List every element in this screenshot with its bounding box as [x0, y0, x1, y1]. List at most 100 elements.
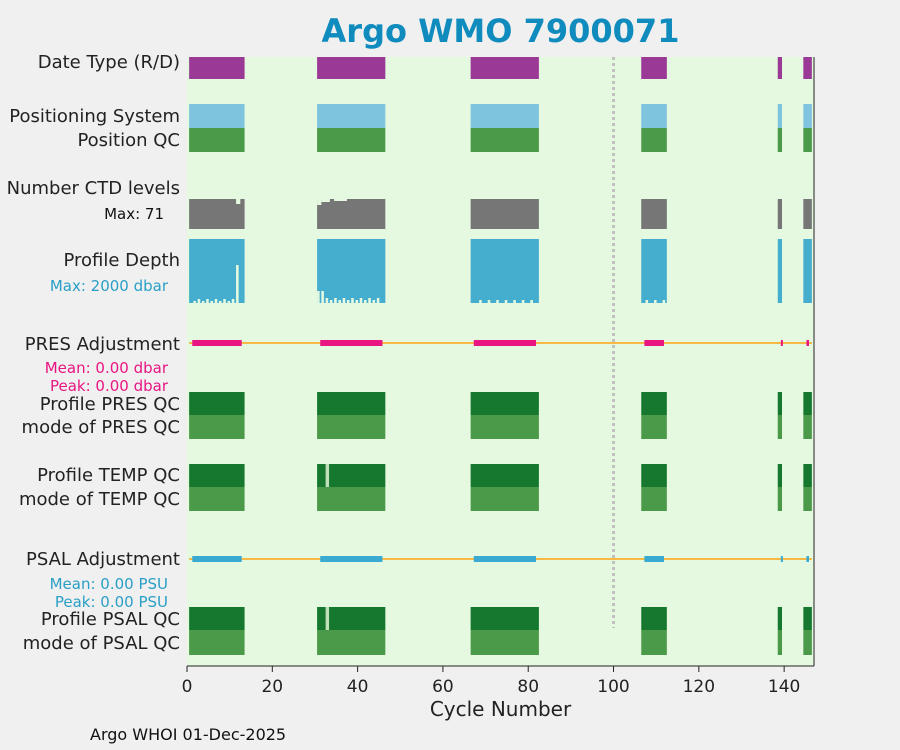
profile-pres-qc-bar-seg-2 — [470, 392, 539, 415]
mode-pres-qc-bar-seg-0 — [189, 415, 245, 439]
depth-notch-0 — [193, 301, 196, 303]
x-tick-label-7: 140 — [768, 677, 800, 697]
profile-pres-qc-bar-seg-4 — [777, 392, 783, 415]
psal-adjustment-seg-5 — [806, 556, 809, 562]
profile-temp-qc-bar-seg-1 — [317, 464, 386, 487]
depth-notch-31 — [521, 300, 525, 303]
position-qc-bar-seg-1 — [317, 128, 386, 152]
depth-notch-13 — [325, 298, 329, 303]
depth-notch-9 — [231, 299, 235, 303]
profile-temp-qc-bar-seg-5 — [803, 464, 812, 487]
depth-notch-3 — [206, 299, 209, 303]
depth-notch-2 — [201, 301, 205, 303]
mode-temp-qc-bar-seg-4 — [777, 487, 783, 511]
depth-notch-1 — [197, 299, 201, 303]
chart-title: Argo WMO 7900071 — [321, 12, 680, 50]
psal-adjustment-seg-3 — [644, 556, 664, 562]
profile-temp-qc-bar-seg-4 — [777, 464, 783, 487]
profile-psal-qc-bar-seg-0 — [189, 607, 245, 630]
profile-pres-qc-bar-seg-5 — [803, 392, 812, 415]
mode-pres-qc-bar-seg-1 — [317, 415, 386, 439]
x-tick-label-0: 0 — [182, 677, 193, 697]
stat-pres-peak: Peak: 0.00 dbar — [49, 377, 168, 395]
profile-depth-bar-0 — [189, 239, 245, 303]
depth-notch-4 — [210, 301, 214, 303]
ctd-levels-bar-1 — [317, 199, 386, 229]
mode-pres-qc-bar-seg-3 — [641, 415, 667, 439]
psal-adjustment-seg-2 — [473, 556, 537, 562]
position-qc-bar-seg-4 — [777, 128, 783, 152]
depth-notch-17 — [342, 298, 346, 303]
ctd-notch-1 — [317, 199, 322, 205]
data-type-bar-seg-4 — [777, 57, 783, 79]
footer-credit: Argo WHOI 01-Dec-2025 — [90, 725, 287, 744]
depth-notch-10 — [236, 265, 239, 303]
psal-adjustment-seg-0 — [192, 556, 242, 562]
label-profile-psal-qc: Profile PSAL QC — [40, 609, 180, 630]
label-psal-adjustment: PSAL Adjustment — [25, 549, 180, 570]
mode-temp-qc-bar-seg-5 — [803, 487, 812, 511]
pres-adjustment-seg-0 — [192, 340, 242, 346]
depth-notch-24 — [372, 300, 376, 303]
mode-temp-qc-bar-seg-3 — [641, 487, 667, 511]
depth-notch-7 — [223, 299, 226, 303]
ctd-levels-bar-3 — [641, 199, 667, 229]
psal-adjustment-seg-4 — [780, 556, 783, 562]
profile-psal-qc-bar-seg-4 — [777, 607, 783, 630]
profile-psal-qc-bar-seg-5 — [803, 607, 812, 630]
depth-notch-18 — [346, 300, 350, 303]
depth-notch-33 — [645, 300, 649, 303]
depth-notch-23 — [368, 298, 371, 303]
depth-notch-8 — [227, 301, 231, 303]
profile-psal-qc-bar-seg-2 — [470, 607, 539, 630]
depth-notch-27 — [487, 300, 491, 303]
ctd-levels-bar-2 — [470, 199, 539, 229]
ctd-notch-0 — [236, 199, 241, 204]
mode-psal-qc-bar-seg-1 — [317, 630, 386, 655]
depth-notch-14 — [329, 300, 333, 303]
x-tick-label-6: 120 — [683, 677, 715, 697]
profile-pres-qc-bar-seg-3 — [641, 392, 667, 415]
x-tick-label-5: 100 — [597, 677, 629, 697]
stat-psal-mean: Mean: 0.00 PSU — [49, 575, 168, 593]
label-mode-psal-qc: mode of PSAL QC — [22, 633, 180, 654]
depth-notch-32 — [530, 300, 533, 303]
depth-notch-5 — [214, 299, 218, 303]
pres-adjustment-seg-1 — [320, 340, 383, 346]
pres-adjustment-seg-3 — [644, 340, 664, 346]
profile-psal-qc-bar-seg-1 — [317, 607, 386, 630]
profile-temp-qc-bar-seg-3 — [641, 464, 667, 487]
depth-notch-34 — [654, 300, 657, 303]
position-qc-bar-seg-0 — [189, 128, 245, 152]
profile-depth-bar-1 — [317, 239, 386, 303]
depth-notch-25 — [376, 298, 380, 303]
mode-pres-qc-bar-seg-2 — [470, 415, 539, 439]
profile-temp-qc-bar-seg-2 — [470, 464, 539, 487]
label-profile-depth: Profile Depth — [63, 250, 180, 271]
depth-notch-22 — [364, 300, 367, 303]
depth-notch-21 — [359, 298, 363, 303]
mode-pres-qc-bar-seg-5 — [803, 415, 812, 439]
depth-notch-6 — [218, 301, 222, 303]
position-qc-bar-seg-3 — [641, 128, 667, 152]
depth-notch-15 — [334, 298, 337, 303]
stat-depth-max: Max: 2000 dbar — [49, 277, 168, 295]
mode-psal-qc-bar-seg-5 — [803, 630, 812, 655]
depth-notch-19 — [351, 298, 354, 303]
position-qc-bar-seg-5 — [803, 128, 812, 152]
depth-notch-11 — [317, 291, 320, 303]
profile-pres-qc-bar-seg-0 — [189, 392, 245, 415]
mode-psal-qc-bar-seg-2 — [470, 630, 539, 655]
mode-psal-qc-bar-seg-3 — [641, 630, 667, 655]
label-mode-pres-qc: mode of PRES QC — [21, 417, 180, 438]
label-profile-pres-qc: Profile PRES QC — [39, 394, 180, 415]
data-type-bar-seg-2 — [470, 57, 539, 79]
profile-pres-qc-bar-seg-1 — [317, 392, 386, 415]
x-axis-label: Cycle Number — [429, 697, 572, 721]
mode-psal-qc-bar-seg-4 — [777, 630, 783, 655]
data-type-bar-seg-3 — [641, 57, 667, 79]
label-positioning-system: Positioning System — [9, 106, 180, 127]
profile-temp-qc-bar-seg-0 — [189, 464, 245, 487]
